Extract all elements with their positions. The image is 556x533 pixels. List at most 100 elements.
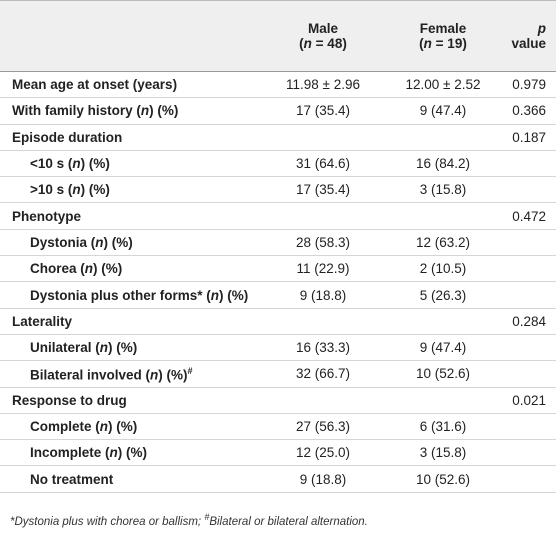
cell-text: 9 (18.8): [299, 287, 347, 303]
text: ) (%): [80, 156, 110, 172]
text: Mean age at onset (years): [12, 77, 178, 93]
cell: 17 (35.4): [262, 176, 384, 204]
cell-text: 27 (56.3): [295, 419, 351, 434]
cell: 0.472: [502, 202, 556, 230]
header-cell: [0, 0, 262, 72]
table-row: Mean age at onset (years) 11.98 ± 2.96 12.…: [0, 71, 556, 99]
row-label: Laterality: [0, 308, 262, 335]
text: n: [99, 340, 109, 356]
cell: 17 (35.4): [262, 97, 384, 125]
table-row: Response to drug 0.021: [0, 387, 556, 414]
cell-text: 32 (66.7): [295, 366, 351, 382]
cell: [502, 229, 556, 257]
cell-text: 16 (33.3): [295, 340, 351, 356]
cell: 9 (18.8): [262, 281, 384, 309]
cell: 12 (63.2): [384, 229, 502, 257]
text: No treatment: [30, 471, 114, 487]
cell: [502, 439, 556, 467]
row-label: >10 s (n) (%): [0, 176, 262, 204]
cell: [262, 124, 384, 151]
cell: 27 (56.3): [262, 413, 384, 441]
cell-text: 17 (35.4): [295, 103, 351, 119]
text: Bilateral involved (: [30, 367, 151, 383]
text: Episode duration: [12, 129, 123, 145]
column-name: Male: [307, 21, 338, 36]
row-label: With family history (n) (%): [0, 97, 262, 125]
text: Dystonia (: [30, 234, 96, 250]
table-row: Incomplete (n) (%) 12 (25.0) 3 (15.8): [0, 439, 556, 467]
cell-text: 3 (15.8): [419, 445, 467, 461]
cell: 0.021: [502, 387, 556, 414]
row-label: Chorea (n) (%): [0, 255, 262, 283]
text: n: [303, 36, 312, 51]
table-row: Dystonia (n) (%) 28 (58.3) 12 (63.2): [0, 229, 556, 257]
text: value: [511, 36, 546, 51]
cell-text: 2 (10.5): [419, 261, 467, 277]
text: <10 s (: [30, 156, 73, 172]
cell: [384, 308, 502, 335]
cell-text: 6 (31.6): [419, 419, 467, 434]
cell: 3 (15.8): [384, 176, 502, 204]
row-label: Phenotype: [0, 202, 262, 230]
cell: [502, 281, 556, 309]
row-label: Response to drug: [0, 387, 262, 414]
text: ) (%): [117, 445, 148, 461]
text: (: [419, 36, 424, 51]
text: ) (%): [93, 261, 123, 277]
cell-text: 16 (84.2): [415, 156, 471, 172]
cell-text: 0.979: [512, 77, 546, 93]
cell-text: 3 (15.8): [419, 182, 467, 198]
cell: 0.187: [502, 124, 556, 151]
table-row: <10 s (n) (%) 31 (64.6) 16 (84.2): [0, 150, 556, 178]
text: Chorea (: [30, 261, 85, 277]
row-label: Complete (n) (%): [0, 413, 262, 441]
text: ) (%): [149, 103, 179, 119]
text: ) (%): [158, 367, 188, 383]
cell: 11.98 ± 2.96: [262, 71, 384, 99]
text: Bilateral or bilateral alternation.: [209, 515, 368, 528]
cell: [384, 387, 502, 414]
text: n: [150, 367, 159, 383]
text: Response to drug: [12, 392, 127, 408]
table-row: Phenotype 0.472: [0, 202, 556, 230]
cell-text: 28 (58.3): [295, 234, 351, 250]
cell: 28 (58.3): [262, 229, 384, 257]
cell: 12.00 ± 2.52: [384, 71, 502, 99]
cell: 11 (22.9): [262, 255, 384, 283]
table-row: With family history (n) (%) 17 (35.4) 9 (4…: [0, 97, 556, 125]
cell-text: 11 (22.9): [296, 261, 350, 277]
text: Phenotype: [12, 208, 82, 224]
cell-text: 0.366: [512, 103, 546, 119]
text: n: [84, 261, 94, 277]
row-label: Mean age at onset (years): [0, 71, 262, 99]
cell: [502, 465, 556, 493]
cell: 9 (47.4): [384, 334, 502, 362]
table-row: Episode duration 0.187: [0, 124, 556, 151]
cell: [262, 308, 384, 335]
cell-text: 12.00 ± 2.52: [405, 77, 481, 93]
table-row: Bilateral involved (n) (%)# 32 (66.7) 10 (…: [0, 360, 556, 388]
row-label: <10 s (n) (%): [0, 150, 262, 178]
cell: 10 (52.6): [384, 465, 502, 493]
text: n: [109, 445, 118, 461]
text: Incomplete (: [30, 445, 110, 461]
cell: 12 (25.0): [262, 439, 384, 467]
text: n: [99, 419, 109, 434]
text: ) (%): [108, 419, 138, 434]
text: Dystonia plus other forms* (: [30, 287, 211, 303]
text: >10 s (: [30, 182, 73, 198]
row-label: Episode duration: [0, 124, 262, 151]
row-label: Bilateral involved (n) (%)#: [0, 360, 262, 388]
table-header: Male (n = 48) Female (n = 19) p value: [0, 0, 556, 72]
table: Male (n = 48) Female (n = 19) p value Me…: [0, 0, 556, 493]
table-row: No treatment 9 (18.8) 10 (52.6): [0, 465, 556, 493]
text: #: [204, 512, 210, 522]
cell: 0.366: [502, 97, 556, 125]
cell: 10 (52.6): [384, 360, 502, 388]
cell: 16 (84.2): [384, 150, 502, 178]
cell: 9 (18.8): [262, 465, 384, 493]
text: #: [187, 365, 193, 376]
row-label: Dystonia (n) (%): [0, 229, 262, 257]
text: n: [140, 103, 150, 119]
header-row: Male (n = 48) Female (n = 19) p value: [0, 0, 556, 72]
